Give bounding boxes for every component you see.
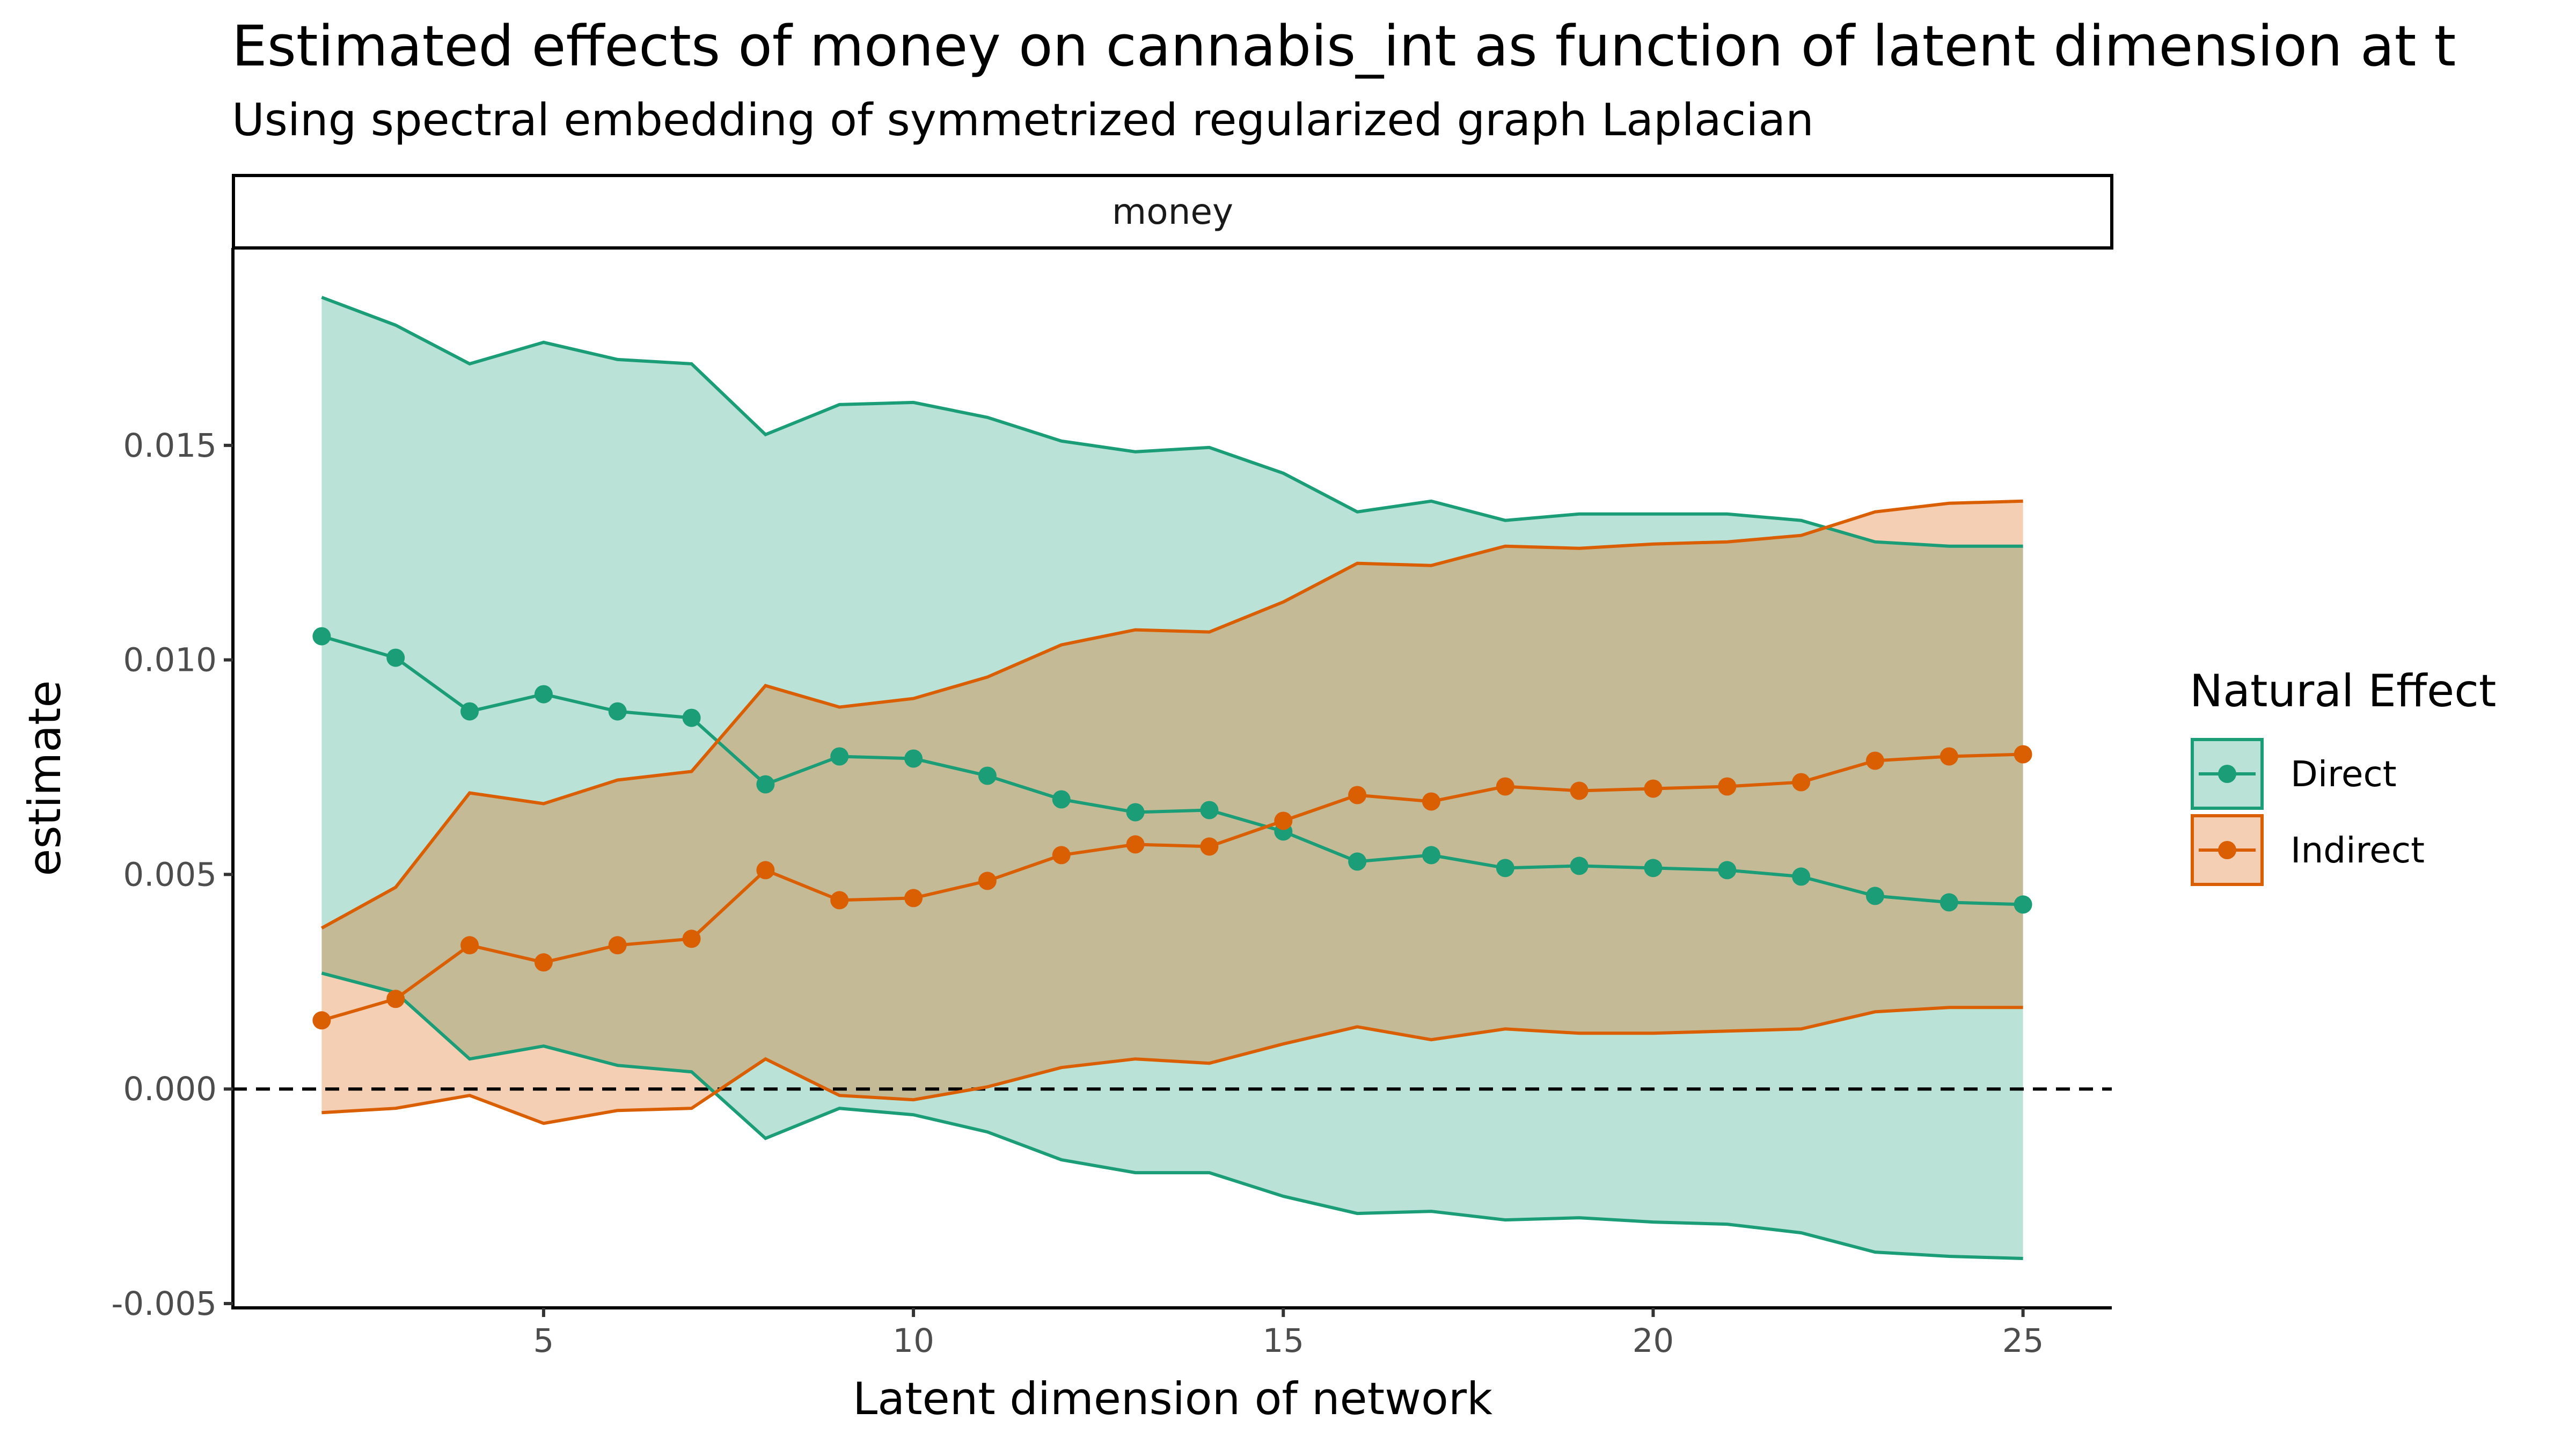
y-tick-label: 0.010 <box>123 641 217 679</box>
x-axis-title: Latent dimension of network <box>853 1373 1492 1425</box>
point-direct <box>2014 895 2032 914</box>
point-indirect <box>1126 835 1145 854</box>
point-indirect <box>756 861 775 880</box>
legend-label-direct: Direct <box>2290 753 2397 795</box>
point-direct <box>1496 859 1514 877</box>
series-point-layer <box>312 627 2032 1030</box>
point-indirect <box>978 872 997 890</box>
chart-title: Estimated effects of money on cannabis_i… <box>232 13 2456 79</box>
point-direct <box>1348 852 1367 871</box>
point-direct <box>312 627 331 646</box>
point-direct <box>1718 861 1737 880</box>
point-direct <box>830 747 849 766</box>
chart-subtitle: Using spectral embedding of symmetrized … <box>232 94 1814 146</box>
point-direct <box>386 648 405 667</box>
point-direct <box>1644 859 1663 877</box>
point-direct <box>1865 887 1884 905</box>
y-tick-label: 0.000 <box>123 1070 217 1108</box>
y-tick-label: 0.005 <box>123 855 217 894</box>
point-indirect <box>1865 751 1884 770</box>
point-indirect <box>608 936 627 955</box>
point-direct <box>1792 867 1811 886</box>
point-direct <box>978 766 997 785</box>
ribbon-layer <box>321 297 2023 1258</box>
point-direct <box>1126 803 1145 822</box>
point-indirect <box>312 1011 331 1030</box>
point-indirect <box>2014 745 2032 764</box>
point-direct <box>1570 857 1589 875</box>
point-direct <box>534 685 553 704</box>
facet-strip-label: money <box>1112 191 1233 232</box>
x-axis-ticks: 5 10 15 20 25 <box>533 1308 2044 1360</box>
point-indirect <box>1052 846 1071 865</box>
point-indirect <box>1422 792 1440 811</box>
y-axis-title: estimate <box>19 680 71 876</box>
y-tick-label: 0.015 <box>123 427 217 465</box>
point-direct <box>756 775 775 794</box>
point-indirect <box>1496 777 1514 796</box>
facet-strip <box>232 174 2113 250</box>
series-line-layer <box>320 296 2023 1260</box>
point-indirect <box>534 953 553 972</box>
x-tick-label: 5 <box>533 1322 554 1360</box>
point-indirect <box>1644 779 1663 798</box>
x-tick-label: 15 <box>1262 1322 1304 1360</box>
x-tick-label: 20 <box>1633 1322 1674 1360</box>
point-indirect <box>830 891 849 910</box>
point-direct <box>608 702 627 721</box>
point-indirect <box>682 930 701 948</box>
point-indirect <box>460 936 479 955</box>
lower-bound-indirect <box>321 1006 2023 1125</box>
y-tick-label: -0.005 <box>111 1285 217 1323</box>
y-axis-ticks: -0.005 0.000 0.005 0.010 0.015 <box>111 427 233 1323</box>
point-indirect <box>1940 747 1958 766</box>
point-indirect <box>1274 811 1293 830</box>
point-indirect <box>1792 773 1811 792</box>
legend-item-direct: Direct <box>2191 738 2397 810</box>
estimate-line-indirect <box>321 752 2023 1022</box>
x-tick-label: 10 <box>892 1322 934 1360</box>
upper-bound-indirect <box>320 499 2023 930</box>
legend-key-point <box>2218 841 2236 859</box>
point-direct <box>1200 801 1219 819</box>
ribbon-direct <box>321 297 2023 1258</box>
point-direct <box>682 708 701 727</box>
point-direct <box>460 702 479 721</box>
estimate-line-direct <box>321 634 2023 906</box>
point-indirect <box>1718 777 1737 796</box>
point-direct <box>1940 893 1958 912</box>
point-indirect <box>1200 837 1219 856</box>
lower-bound-direct <box>321 971 2023 1260</box>
upper-bound-direct <box>321 296 2023 548</box>
point-direct <box>904 749 923 768</box>
point-indirect <box>1348 786 1367 804</box>
point-indirect <box>386 990 405 1008</box>
legend-title: Natural Effect <box>2190 665 2496 717</box>
point-direct <box>1052 790 1071 809</box>
legend: Direct Indirect <box>2191 738 2425 886</box>
point-direct <box>1422 846 1440 865</box>
point-indirect <box>1570 781 1589 800</box>
point-indirect <box>904 889 923 908</box>
legend-item-indirect: Indirect <box>2191 814 2425 886</box>
legend-key-point <box>2218 765 2236 783</box>
x-tick-label: 25 <box>2002 1322 2044 1360</box>
legend-label-indirect: Indirect <box>2290 830 2425 871</box>
